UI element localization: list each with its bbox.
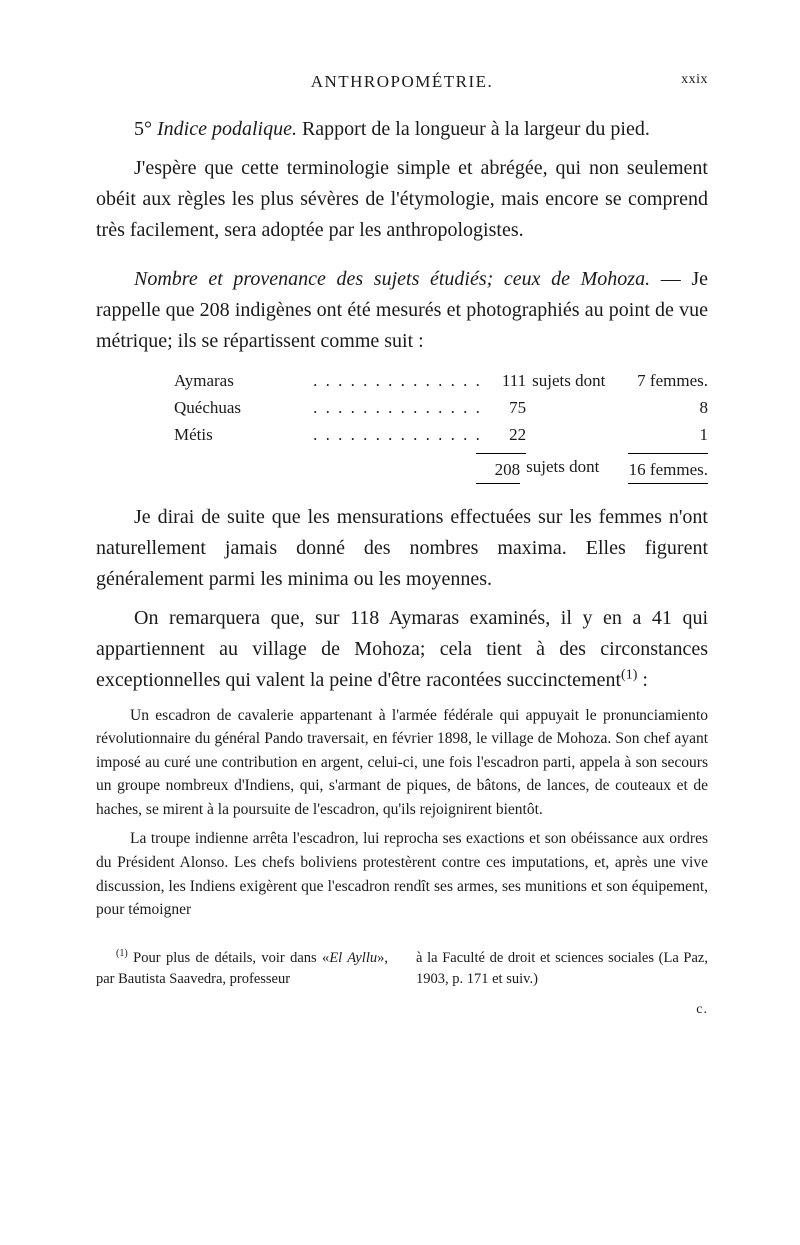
paragraph-4: Je dirai de suite que les mensurations e…	[96, 502, 708, 595]
header-title: ANTHROPOMÉTRIE.	[311, 72, 494, 92]
row-num: 111	[483, 367, 532, 394]
paragraph-5: On remarquera que, sur 118 Aymaras exami…	[96, 603, 708, 696]
footnote-ref: (1)	[621, 667, 637, 682]
footnote-left: (1) Pour plus de détails, voir dans «El …	[96, 948, 388, 1020]
underline	[628, 483, 708, 484]
page-number: xxix	[681, 72, 708, 88]
row-label: Quéchuas	[174, 394, 313, 421]
spacer	[174, 453, 476, 483]
p5-colon: :	[637, 669, 648, 691]
underline	[476, 483, 521, 484]
footnote-italic: El Ayllu	[329, 950, 377, 966]
dots: . . . . . . . . . . . . . . . . . . . .	[313, 367, 483, 394]
spacer	[526, 483, 628, 484]
page-header: ANTHROPOMÉTRIE. xxix	[96, 72, 708, 92]
row-fem: 1	[631, 421, 708, 448]
p3-italic: Nombre et provenance des sujets étudiés;…	[134, 268, 650, 290]
footnote-text: Pour plus de détails, voir dans «	[128, 950, 330, 966]
total-num: 208	[476, 453, 527, 483]
spacer	[174, 483, 476, 484]
table-total: 208 sujets dont 16 femmes.	[174, 453, 708, 483]
paragraph-1: 5° Indice podalique. Rapport de la longu…	[96, 114, 708, 145]
footnote-marker: (1)	[116, 948, 128, 959]
subjects-table: Aymaras. . . . . . . . . . . . . . . . .…	[174, 367, 708, 449]
table-row: Métis. . . . . . . . . . . . . . . . . .…	[174, 421, 708, 448]
row-fem: 8	[631, 394, 708, 421]
row-label: Aymaras	[174, 367, 313, 394]
dots: . . . . . . . . . . . . . . . . . . . .	[313, 421, 483, 448]
footnote-text: à la Faculté de droit et sciences social…	[416, 950, 708, 987]
row-num: 22	[483, 421, 532, 448]
table-underline	[174, 483, 708, 484]
paragraph-2: J'espère que cette terminologie simple e…	[96, 153, 708, 246]
row-label: Métis	[174, 421, 313, 448]
row-text	[532, 394, 631, 421]
row-text	[532, 421, 631, 448]
total-fem: 16 femmes.	[628, 453, 708, 483]
p5-text: On remarquera que, sur 118 Aymaras exami…	[96, 607, 708, 691]
total-text: sujets dont	[526, 453, 628, 483]
table-row: Quéchuas. . . . . . . . . . . . . . . . …	[174, 394, 708, 421]
p1-rest: Rapport de la longueur à la largeur du p…	[297, 118, 650, 140]
small-paragraph-1: Un escadron de cavalerie appartenant à l…	[96, 704, 708, 822]
small-paragraph-2: La troupe indienne arrêta l'escadron, lu…	[96, 827, 708, 921]
row-num: 75	[483, 394, 532, 421]
p1-prefix: 5°	[134, 118, 157, 140]
footnotes: (1) Pour plus de détails, voir dans «El …	[96, 948, 708, 1020]
paragraph-3: Nombre et provenance des sujets étudiés;…	[96, 264, 708, 357]
table-row: Aymaras. . . . . . . . . . . . . . . . .…	[174, 367, 708, 394]
dots: . . . . . . . . . . . . . . . . . . . .	[313, 394, 483, 421]
row-text: sujets dont	[532, 367, 631, 394]
footnote-right: à la Faculté de droit et sciences social…	[416, 948, 708, 1020]
p1-italic: Indice podalique.	[157, 118, 297, 140]
row-fem: 7 femmes.	[631, 367, 708, 394]
signature-mark: c.	[416, 1000, 708, 1020]
